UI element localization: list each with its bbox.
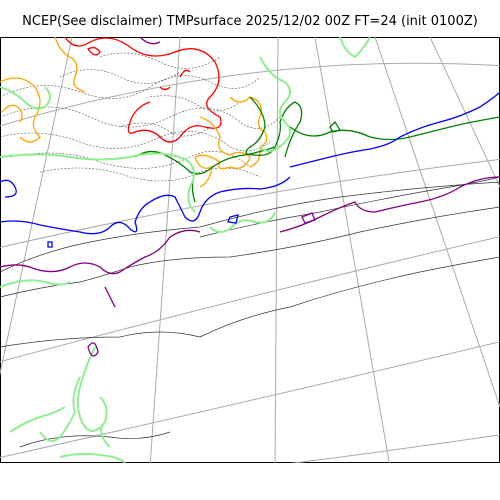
map-border bbox=[0, 37, 500, 463]
longitude-lines bbox=[0, 37, 500, 463]
minor-isotherms bbox=[0, 52, 281, 182]
map-title: NCEP(See disclaimer) TMPsurface 2025/12/… bbox=[22, 14, 478, 29]
lightgreen-isotherm bbox=[0, 37, 371, 463]
map-panel bbox=[0, 37, 500, 463]
blue-isotherm bbox=[0, 91, 500, 248]
coastline bbox=[0, 176, 500, 448]
red-isotherm bbox=[64, 37, 222, 143]
purple-isotherm bbox=[0, 37, 500, 357]
latitude-lines bbox=[0, 62, 500, 463]
map-canvas bbox=[0, 37, 500, 463]
orange-isotherm bbox=[0, 37, 268, 188]
